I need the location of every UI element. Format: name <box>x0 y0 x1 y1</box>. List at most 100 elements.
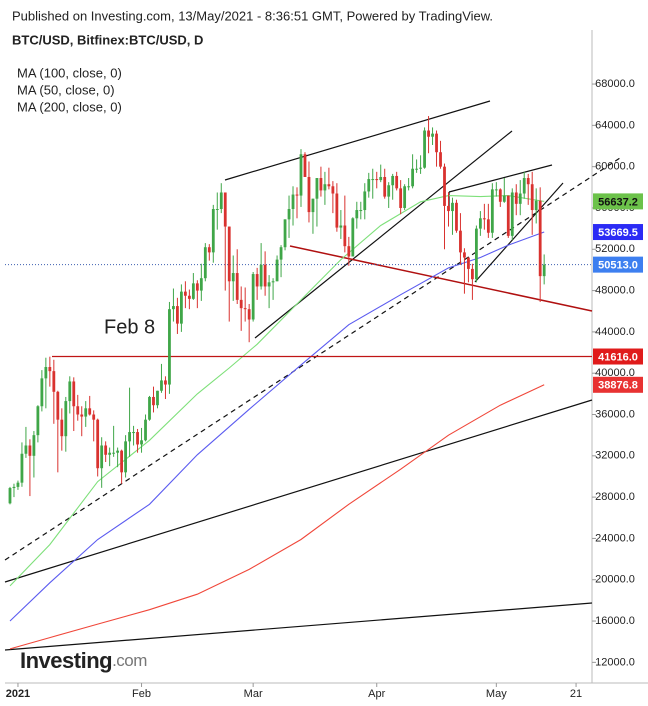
candle-body <box>28 445 32 456</box>
trendline <box>224 100 491 181</box>
candle-body <box>343 225 347 247</box>
candle-body <box>52 371 56 392</box>
candle-body <box>160 380 163 391</box>
candle-body <box>84 408 88 417</box>
x-tick-label: 21 <box>570 688 582 700</box>
candle-body <box>538 200 542 277</box>
candle-body <box>327 184 331 187</box>
candle-body <box>164 380 167 385</box>
symbol-title: BTC/USD, Bitfinex:BTC/USD, D <box>12 32 203 47</box>
price-label: 50513.0 <box>598 260 638 272</box>
candle-body <box>355 210 359 219</box>
candle-body <box>132 432 135 434</box>
candle-body <box>463 252 466 258</box>
candle-body <box>522 178 526 194</box>
y-tick-label: 28000.0 <box>595 491 635 503</box>
candle-body <box>347 246 351 257</box>
candle-body <box>315 178 319 199</box>
candle-body <box>498 189 502 202</box>
candle-body <box>96 419 100 469</box>
candle-body <box>104 445 108 455</box>
candle-body <box>140 440 143 445</box>
candle-body <box>8 488 12 504</box>
candle-body <box>439 152 442 167</box>
candle-body <box>267 282 271 287</box>
candle-body <box>279 247 283 260</box>
trendline <box>4 399 593 583</box>
price-label-box <box>593 193 643 210</box>
candle-body <box>231 273 235 282</box>
trendline <box>474 182 564 283</box>
candle-body <box>375 179 379 181</box>
candle-body <box>311 198 315 213</box>
candle-body <box>44 367 48 379</box>
candle-body <box>367 179 371 192</box>
y-tick-label: 12000.0 <box>595 656 635 668</box>
candle-body <box>295 194 299 196</box>
y-tick-label: 64000.0 <box>595 119 635 131</box>
trendlines <box>4 100 621 651</box>
y-tick-label: 32000.0 <box>595 450 635 462</box>
price-label-box <box>593 256 643 273</box>
candle-body <box>191 283 195 299</box>
price-label-box <box>593 224 643 241</box>
candle-body <box>20 453 24 483</box>
candle-body <box>56 391 60 420</box>
candle-body <box>243 308 247 310</box>
candle-body <box>195 283 199 291</box>
price-label: 53669.5 <box>598 227 638 239</box>
candle-body <box>494 189 498 191</box>
candle-body <box>423 130 426 168</box>
candle-body <box>303 154 307 177</box>
candle-body <box>467 257 470 269</box>
candle-body <box>108 452 112 455</box>
y-tick-label: 48000.0 <box>595 284 635 296</box>
candle-body <box>168 309 171 385</box>
candle-body <box>203 247 207 279</box>
candle-body <box>199 278 203 291</box>
candle-body <box>112 452 116 454</box>
trendline <box>289 245 593 312</box>
price-label-box <box>593 348 643 365</box>
annotation: Feb 8 <box>104 316 155 338</box>
candle-body <box>474 228 478 280</box>
candle-body <box>407 186 411 188</box>
candle-body <box>183 291 187 296</box>
candle-body <box>36 406 40 436</box>
candle-body <box>255 274 259 287</box>
candle-body <box>482 218 486 220</box>
candle-body <box>88 408 92 415</box>
candle-body <box>136 432 139 445</box>
moving-average-line <box>9 231 545 622</box>
legend-entry: MA (50, close, 0) <box>17 82 115 97</box>
candle-body <box>80 414 84 417</box>
candle-body <box>415 168 418 170</box>
candle-body <box>542 264 546 277</box>
y-tick-label: 60000.0 <box>595 161 635 173</box>
logo: Investing.com <box>20 648 148 673</box>
candle-body <box>235 273 239 300</box>
candle-body <box>431 133 434 137</box>
y-tick-label: 24000.0 <box>595 532 635 544</box>
candle-body <box>211 209 215 253</box>
candle-body <box>72 381 76 407</box>
candle-body <box>64 401 68 437</box>
candle-body <box>379 176 383 181</box>
candle-body <box>534 200 538 211</box>
y-tick-label: 40000.0 <box>595 367 635 379</box>
candle-body <box>76 406 80 415</box>
candle-body <box>526 178 530 185</box>
logo-suffix: .com <box>112 651 147 670</box>
x-tick-label: 2021 <box>6 688 30 700</box>
y-tick-label: 16000.0 <box>595 615 635 627</box>
trendline <box>448 164 553 193</box>
candle-body <box>207 247 211 253</box>
y-tick-label: 20000.0 <box>595 574 635 586</box>
candle-body <box>486 219 490 233</box>
candle-body <box>335 193 339 228</box>
candle-body <box>478 218 482 229</box>
legend-entry: MA (100, close, 0) <box>17 65 122 80</box>
trendline <box>4 157 621 561</box>
